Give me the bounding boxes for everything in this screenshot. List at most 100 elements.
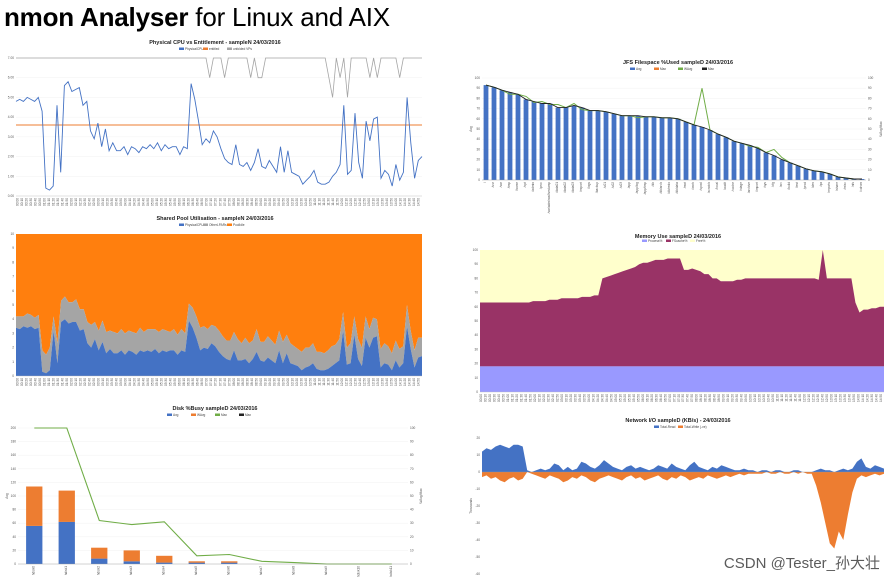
x-tick-label: 09:00 [259,378,263,386]
legend-swatch [227,47,232,50]
x-tick-label: 13:00 [367,378,371,386]
y-tick-label: 9 [12,246,14,250]
x-tick-label: 05:00 [614,394,618,402]
bar-avg [58,521,75,564]
x-tick-label: 07:20 [677,394,681,402]
x-tick-label: 13:20 [376,378,380,386]
x-tick-label: 02:20 [78,378,82,386]
bar-avg [747,145,753,180]
y-tick-label: 20 [410,535,414,539]
x-tick-label: 08:20 [241,378,245,386]
bar-avg [691,124,697,180]
x-tick-label: /tmp [507,182,511,188]
y-tick-label: 7.00 [8,56,14,60]
x-tick-label: 12:10 [807,394,811,402]
x-tick-label: 14:40 [874,394,878,402]
y-tick-label: 60 [12,521,16,525]
x-tick-label: 11:00 [776,394,780,402]
chart-svg: JFS Filespace %Used sampleD 24/03/2016Av… [469,60,883,213]
x-tick-label: 13:50 [390,378,394,386]
chart-title: Memory Use sampleD 24/03/2016 [635,234,721,240]
y-tick-label: 50 [474,319,478,323]
x-tick-label: 14:20 [403,198,407,206]
x-tick-label: 06:30 [191,198,195,206]
jfs-chart: JFS Filespace %Used sampleD 24/03/2016 Av… [468,56,888,228]
series-physical-cpu [15,80,423,191]
x-tick-label: 09:40 [740,394,744,402]
x-tick-label: 07:10 [209,198,213,206]
x-tick-label: 01:40 [60,198,64,206]
x-tick-label: 04:20 [133,198,137,206]
x-tick-label: 03:40 [115,198,119,206]
x-tick-label: 01:50 [529,394,533,402]
area-fscache [480,250,884,367]
x-tick-label: 12:00 [340,198,344,206]
x-tick-label: hdisk1 [64,566,68,575]
chart-title: JFS Filespace %Used sampleD 24/03/2016 [623,60,733,66]
y-tick-label: 100 [868,76,874,80]
y-axis-title: Avg [5,493,9,499]
x-tick-label: 09:50 [281,378,285,386]
network-chart: Network I/O sampleD (KB/s) - 24/03/2016 T… [468,414,888,578]
y-tick-label: -30 [475,521,480,525]
x-tick-label: 14:30 [408,198,412,206]
x-tick-label: 08:00 [232,378,236,386]
x-tick-label: 14:20 [865,394,869,402]
y-tick-label: 40 [868,137,872,141]
y-tick-label: -40 [475,538,480,542]
y-tick-label: 80 [868,96,872,100]
x-tick-label: 10:30 [299,198,303,206]
x-tick-label: 13:50 [852,394,856,402]
x-tick-label: 01:50 [65,378,69,386]
y-tick-label: 90 [474,262,478,266]
x-tick-label: 02:10 [538,394,542,402]
x-tick-label: 07:00 [205,378,209,386]
x-tick-label: 04:10 [128,198,132,206]
bar-avg [675,118,681,180]
x-tick-label: 00:40 [33,378,37,386]
x-tick-label: 08:00 [232,198,236,206]
x-tick-label: 13:30 [381,198,385,206]
x-tick-label: 02:00 [69,378,73,386]
x-tick-label: 13:10 [834,394,838,402]
x-tick-label: 11:40 [331,198,335,206]
legend-swatch [642,239,647,242]
x-tick-label: 11:50 [798,394,802,402]
bar-avg [739,143,745,180]
x-tick-label: 13:10 [372,198,376,206]
legend-swatch [203,223,208,226]
bar-avg [539,103,545,180]
x-tick-label: /u03 [619,182,623,188]
y-tick-label: 0 [478,178,480,182]
bar-avg [491,87,497,180]
x-tick-label: 07:50 [227,198,231,206]
x-tick-label: /backup [595,182,599,193]
x-tick-label: /cfg [771,182,775,187]
x-tick-label: 01:10 [47,378,51,386]
x-tick-label: 06:40 [659,394,663,402]
x-tick-label: 02:00 [533,394,537,402]
x-tick-label: 04:20 [133,378,137,386]
page-title: nmon Analyser for Linux and AIX [4,2,390,32]
x-tick-label: /admin [531,182,535,192]
x-tick-label: 12:50 [825,394,829,402]
y-tick-label: 0.00 [8,194,14,198]
y-tick-label: 0 [12,374,14,378]
legend-swatch [666,239,671,242]
x-tick-label: 12:40 [358,198,362,206]
bar-avg [819,171,825,180]
x-tick-label: 10:00 [749,394,753,402]
x-tick-label: 02:40 [87,198,91,206]
x-tick-label: 14:10 [399,378,403,386]
bar-avg [715,134,721,180]
x-tick-label: 05:30 [164,198,168,206]
x-tick-label: 11:00 [313,198,317,206]
y-tick-label: -60 [475,572,480,576]
y-tick-label: -50 [475,555,480,559]
x-tick-label: 01:20 [51,198,55,206]
x-tick-label: 11:20 [322,198,326,206]
x-tick-label: /sys [763,182,767,188]
y-tick-label: 80 [474,276,478,280]
bar-wavg [221,561,238,563]
